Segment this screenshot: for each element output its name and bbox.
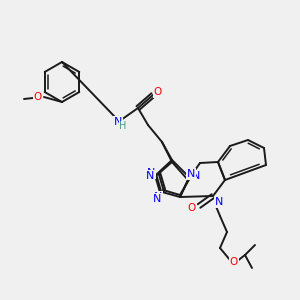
Text: O: O	[230, 257, 238, 267]
Text: N: N	[147, 168, 155, 178]
Text: N: N	[187, 169, 195, 179]
Text: N: N	[154, 192, 162, 202]
Text: O: O	[188, 203, 196, 213]
Text: N: N	[192, 171, 200, 181]
Text: N: N	[215, 197, 223, 207]
Text: O: O	[154, 87, 162, 97]
Text: N: N	[114, 117, 122, 127]
Text: N: N	[153, 194, 161, 204]
Text: N: N	[146, 171, 154, 181]
Text: H: H	[119, 121, 127, 131]
Text: O: O	[34, 92, 42, 102]
